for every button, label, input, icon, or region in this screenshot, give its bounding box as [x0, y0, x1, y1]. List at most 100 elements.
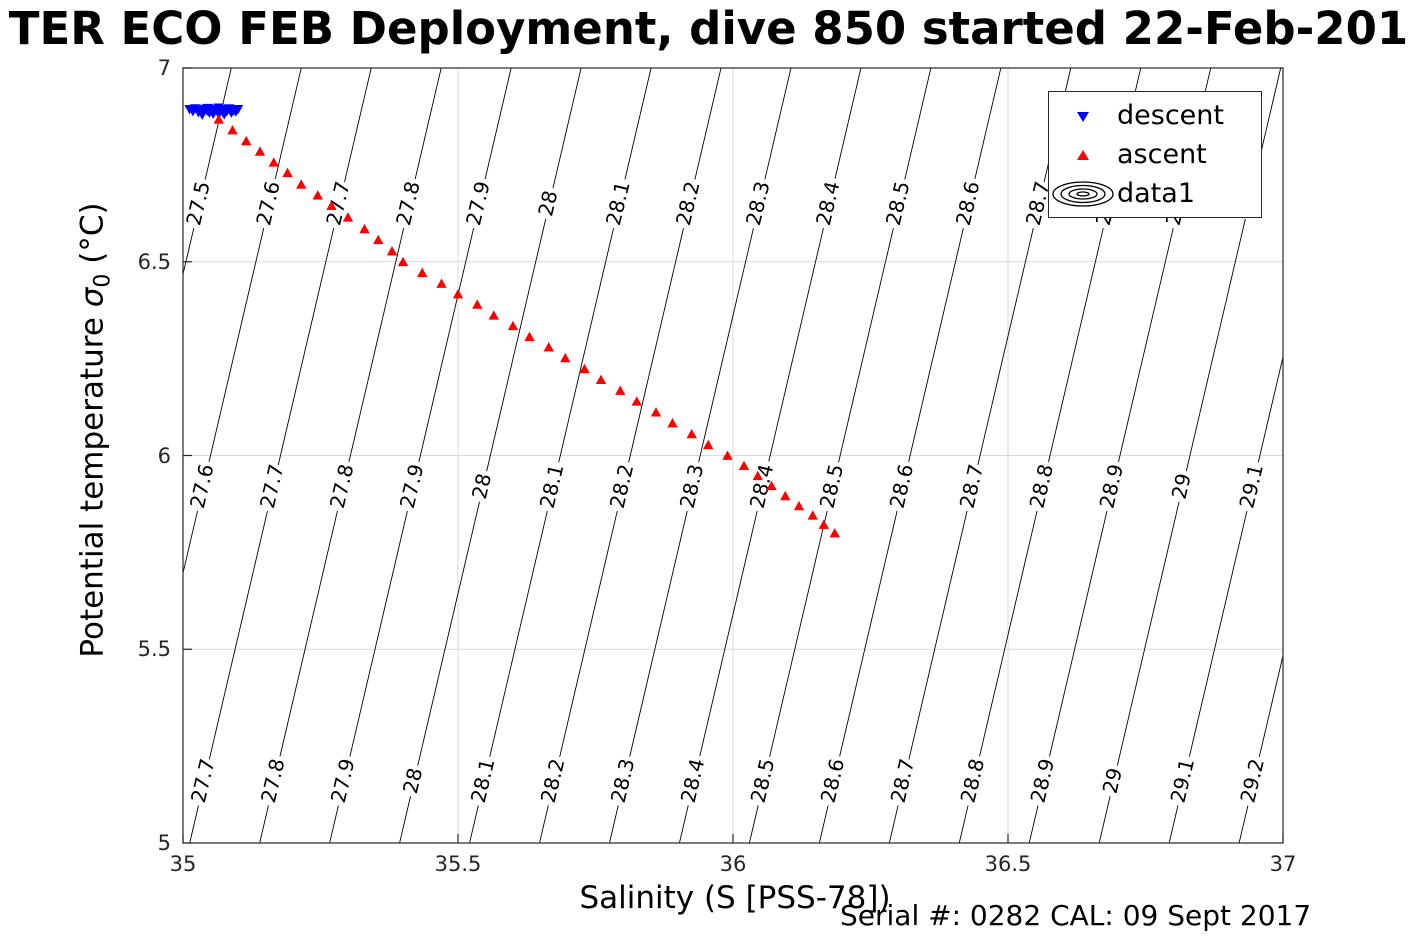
- data-point-ascent: [752, 470, 763, 481]
- contour-label: 28.3: [606, 756, 640, 805]
- contour-label: 28.1: [601, 179, 635, 228]
- contour-label: 28: [533, 188, 562, 218]
- data-point-ascent: [766, 480, 777, 491]
- data-point-ascent: [738, 460, 750, 470]
- x-tick-label: 37: [1269, 852, 1297, 876]
- contour-line: [1168, 354, 1283, 843]
- contour-label: 29.2: [1235, 756, 1269, 805]
- contour-line: [748, 68, 932, 843]
- contour-label: 28.4: [676, 756, 710, 805]
- data-point-ascent: [373, 234, 384, 245]
- serial-caption: Serial #: 0282 CAL: 09 Sept 2017: [840, 899, 1312, 932]
- contour-line: [183, 68, 232, 277]
- triangle-down-icon: [1077, 111, 1089, 122]
- data-point-ascent: [342, 212, 354, 222]
- data-point-ascent: [312, 190, 323, 200]
- contour-label: 28.5: [815, 462, 849, 511]
- contour-label: 27.5: [181, 179, 215, 228]
- x-tick-label: 35: [169, 852, 197, 876]
- y-tick-label: 7: [157, 56, 171, 80]
- contour-label: 29: [1098, 766, 1127, 796]
- data-point-ascent: [615, 385, 626, 395]
- contour-label: 29.1: [1165, 756, 1199, 805]
- contour-label: 28.8: [956, 756, 990, 805]
- x-tick-label: 36: [719, 852, 747, 876]
- data-point-ascent: [397, 256, 409, 267]
- data-point-ascent: [543, 342, 554, 352]
- contour-label: 28.2: [671, 179, 705, 228]
- x-tick-label: 36.5: [984, 852, 1032, 876]
- data-point-descent: [202, 103, 213, 114]
- data-point-ascent: [507, 320, 519, 331]
- data-point-ascent: [254, 146, 266, 156]
- contour-label: 28.3: [741, 179, 775, 228]
- data-point-ascent: [631, 396, 642, 406]
- contour-label: 27.7: [255, 462, 289, 511]
- triangle-up-icon: [1077, 149, 1089, 160]
- contour-label: 28.3: [675, 462, 709, 511]
- contour-line: [469, 68, 652, 843]
- data-point-ascent: [686, 428, 697, 439]
- contour-label: 27.9: [326, 756, 360, 805]
- contour-label: 28: [398, 766, 427, 796]
- data-point-ascent: [417, 267, 428, 278]
- series-descent: [184, 103, 244, 120]
- legend-label: ascent: [1117, 139, 1207, 170]
- contour-label: 28.2: [536, 756, 570, 805]
- data-point-ascent: [703, 439, 714, 450]
- contour-line: [609, 68, 792, 843]
- data-point-descent: [232, 105, 244, 115]
- data-point-ascent: [282, 167, 293, 178]
- data-point-ascent: [560, 352, 571, 363]
- contour-label: 28.5: [746, 756, 780, 805]
- contour-label: 27.8: [391, 179, 425, 228]
- contour-label: 28.7: [955, 462, 989, 511]
- contour-line: [818, 68, 1002, 843]
- contour-label: 28.6: [951, 179, 985, 228]
- data-point-ascent: [650, 407, 662, 417]
- contour-label: 28.6: [885, 462, 919, 511]
- chart-title: TER ECO FEB Deployment, dive 850 started…: [8, 2, 1409, 55]
- legend-item-data1: data1: [1049, 174, 1261, 213]
- data-point-ascent: [436, 278, 447, 288]
- data-point-ascent: [818, 519, 829, 529]
- contour-label: 28.4: [811, 179, 845, 228]
- data-point-ascent: [807, 510, 818, 520]
- y-axis-label: Potential temperature σ0 (°C): [75, 202, 116, 657]
- data-point-ascent: [213, 114, 224, 124]
- gridlines: [183, 68, 1283, 843]
- x-tick-label: 35.5: [434, 852, 482, 876]
- data-point-ascent: [667, 418, 678, 428]
- y-tick-label: 6.5: [137, 249, 171, 274]
- contour-line: [399, 68, 582, 843]
- contour-label: 27.8: [325, 462, 359, 511]
- contour-label: 28.6: [816, 756, 850, 805]
- contour-label: 28.1: [466, 756, 500, 805]
- data-point-ascent: [722, 450, 733, 460]
- contour-line: [1309, 68, 1417, 843]
- contour-label: 28.1: [535, 462, 569, 511]
- contour-label: 29.1: [1234, 462, 1268, 511]
- contour-line: [189, 68, 372, 843]
- legend-item-ascent: ascent: [1049, 135, 1261, 174]
- contour-line: [888, 68, 1072, 843]
- contour-line: [678, 68, 862, 843]
- y-tick-label: 6: [157, 443, 171, 468]
- data-point-ascent: [359, 223, 370, 234]
- data-point-ascent: [829, 528, 840, 538]
- contour-labels: 27.5 27.627.627.727.727.727.827.827.827.9…: [181, 174, 1273, 809]
- data-point-descent: [224, 105, 235, 115]
- x-axis-label: Salinity (S [PSS-78]): [579, 880, 891, 916]
- data-point-descent: [208, 109, 219, 120]
- data-point-descent: [213, 103, 224, 113]
- data-point-ascent: [241, 135, 252, 146]
- data-point-ascent: [595, 374, 607, 384]
- contour-rings-icon: [1052, 180, 1114, 207]
- data-point-ascent: [452, 288, 464, 299]
- legend-item-descent: descent: [1049, 96, 1261, 135]
- contour-line: [329, 68, 512, 843]
- contour-line: [1238, 653, 1283, 843]
- data-point-ascent: [386, 245, 398, 256]
- data-point-ascent: [326, 200, 337, 210]
